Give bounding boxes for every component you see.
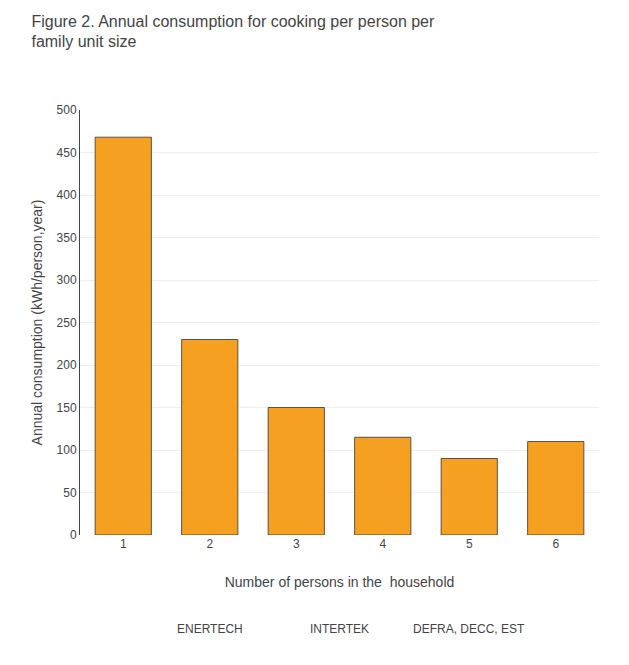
- svg-text:5: 5: [466, 537, 473, 551]
- svg-text:Annual consumption (kWh/person: Annual consumption (kWh/person,year): [29, 200, 45, 446]
- svg-text:3: 3: [293, 537, 300, 551]
- svg-text:INTERTEK: INTERTEK: [310, 622, 369, 636]
- svg-text:DEFRA, DECC, EST: DEFRA, DECC, EST: [413, 622, 525, 636]
- svg-text:300: 300: [57, 273, 77, 287]
- svg-text:Number of persons in the hous: Number of persons in the household: [225, 574, 455, 590]
- svg-text:50: 50: [63, 486, 77, 500]
- svg-text:4: 4: [379, 537, 386, 551]
- svg-text:100: 100: [57, 443, 77, 457]
- svg-text:Figure 2. Annual consumption f: Figure 2. Annual consumption for cooking…: [31, 13, 435, 51]
- svg-text:ENERTECH: ENERTECH: [177, 622, 243, 636]
- svg-text:350: 350: [57, 231, 77, 245]
- svg-text:500: 500: [57, 103, 77, 117]
- svg-text:250: 250: [57, 316, 77, 330]
- svg-text:400: 400: [57, 188, 77, 202]
- svg-text:450: 450: [57, 146, 77, 160]
- svg-text:2: 2: [206, 537, 213, 551]
- svg-text:6: 6: [552, 537, 559, 551]
- svg-text:0: 0: [70, 528, 77, 542]
- svg-text:1: 1: [120, 537, 127, 551]
- svg-text:200: 200: [57, 358, 77, 372]
- svg-text:150: 150: [57, 401, 77, 415]
